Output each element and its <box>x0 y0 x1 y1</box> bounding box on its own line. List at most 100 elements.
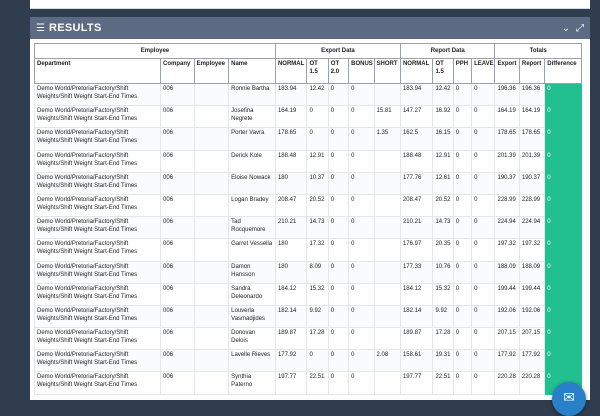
table-cell: Eloise Nowack <box>228 171 276 195</box>
table-cell: 006 <box>160 105 195 129</box>
column-header-employee-2[interactable]: Employee <box>193 58 230 84</box>
table-row[interactable]: Demo World/Pretoria/Factory/Shift Weight… <box>33 304 582 329</box>
table-cell <box>193 82 230 107</box>
column-header-difference-15[interactable]: Difference <box>544 58 582 84</box>
table-row[interactable]: Demo World/Pretoria/Factory/Shift Weight… <box>33 82 582 107</box>
table-cell: 177.92 <box>494 349 520 373</box>
table-cell: 0 <box>348 193 375 218</box>
collapse-chevron-icon[interactable]: ⌄ <box>561 22 570 34</box>
table-cell: 220.28 <box>494 371 520 395</box>
table-cell: 006 <box>160 304 195 329</box>
table-cell: 0 <box>327 282 350 306</box>
table-cell: 006 <box>160 349 195 373</box>
table-cell: Demo World/Pretoria/Factory/Shift Weight… <box>33 127 162 151</box>
column-header-ot-1-5-5[interactable]: OT 1.5 <box>306 58 329 84</box>
group-header-totals: Totals <box>494 43 582 59</box>
table-row[interactable]: Demo World/Pretoria/Factory/Shift Weight… <box>33 105 582 129</box>
previous-panel-edge <box>30 0 590 9</box>
table-cell: 0 <box>348 349 375 373</box>
table-cell: 0 <box>471 238 496 262</box>
column-header-report-14[interactable]: Report <box>518 58 546 84</box>
table-cell: 183.94 <box>274 82 308 107</box>
table-row[interactable]: Demo World/Pretoria/Factory/Shift Weight… <box>33 327 582 351</box>
column-header-company-1[interactable]: Company <box>160 58 195 84</box>
table-cell: 0 <box>471 327 496 351</box>
table-cell: 17.28 <box>432 327 454 351</box>
table-cell: 19.31 <box>432 349 454 373</box>
column-header-normal-4[interactable]: NORMAL <box>274 58 308 84</box>
table-cell <box>373 260 401 284</box>
table-cell <box>193 216 230 240</box>
table-cell: 180 <box>274 238 308 262</box>
table-cell: 20.52 <box>306 193 329 218</box>
group-header-row: Employee Export Data Report Data Totals <box>34 43 582 59</box>
difference-cell: 0 <box>544 260 582 284</box>
expand-icon[interactable]: ⤢ <box>576 22 584 34</box>
table-cell: 12.42 <box>306 82 329 107</box>
table-cell: Demo World/Pretoria/Factory/Shift Weight… <box>33 349 162 373</box>
table-cell: 15.32 <box>432 282 454 306</box>
column-header-ot-2-0-6[interactable]: OT 2.0 <box>327 58 350 84</box>
table-cell: 10.76 <box>432 260 454 284</box>
table-row[interactable]: Demo World/Pretoria/Factory/Shift Weight… <box>33 349 582 373</box>
table-cell: 228.99 <box>518 193 546 218</box>
table-cell: 0 <box>471 371 496 395</box>
table-cell <box>193 349 230 373</box>
table-row[interactable]: Demo World/Pretoria/Factory/Shift Weight… <box>33 260 582 284</box>
table-cell: 0 <box>348 304 375 329</box>
table-cell: 162.5 <box>399 127 434 151</box>
table-cell: 0 <box>471 304 496 329</box>
column-header-name-3[interactable]: Name <box>228 58 276 84</box>
table-cell: 0 <box>306 127 329 151</box>
table-cell <box>193 327 230 351</box>
column-header-ot-1-5-10[interactable]: OT 1.5 <box>432 58 454 84</box>
table-cell: 12.91 <box>306 149 329 173</box>
table-cell: 0 <box>348 216 375 240</box>
table-cell: 0 <box>471 349 496 373</box>
table-row[interactable]: Demo World/Pretoria/Factory/Shift Weight… <box>33 216 582 240</box>
table-cell: 0 <box>471 105 496 129</box>
table-cell: Demo World/Pretoria/Factory/Shift Weight… <box>33 238 162 262</box>
table-row[interactable]: Demo World/Pretoria/Factory/Shift Weight… <box>33 371 582 395</box>
table-cell: Demo World/Pretoria/Factory/Shift Weight… <box>33 282 162 306</box>
table-cell: 158.61 <box>399 349 434 373</box>
table-cell: 147.27 <box>399 105 434 129</box>
table-cell <box>373 171 401 195</box>
table-cell: 16.92 <box>432 105 454 129</box>
table-row[interactable]: Demo World/Pretoria/Factory/Shift Weight… <box>33 238 582 262</box>
table-cell: 0 <box>452 82 473 107</box>
table-row[interactable]: Demo World/Pretoria/Factory/Shift Weight… <box>33 149 582 173</box>
table-row[interactable]: Demo World/Pretoria/Factory/Shift Weight… <box>33 171 582 195</box>
table-cell: Demo World/Pretoria/Factory/Shift Weight… <box>33 327 162 351</box>
table-cell: 0 <box>327 149 350 173</box>
table-cell: 20.52 <box>432 193 454 218</box>
table-row[interactable]: Demo World/Pretoria/Factory/Shift Weight… <box>33 193 582 218</box>
table-cell: 9.92 <box>306 304 329 329</box>
table-cell <box>373 216 401 240</box>
difference-cell: 0 <box>544 171 582 195</box>
column-header-bonus-7[interactable]: BONUS <box>348 58 375 84</box>
table-cell <box>193 304 230 329</box>
table-cell: 9.92 <box>432 304 454 329</box>
table-cell: 17.28 <box>306 327 329 351</box>
column-header-export-13[interactable]: Export <box>494 58 520 84</box>
table-row[interactable]: Demo World/Pretoria/Factory/Shift Weight… <box>33 282 582 306</box>
column-header-leave-12[interactable]: LEAVE <box>471 58 496 84</box>
table-row[interactable]: Demo World/Pretoria/Factory/Shift Weight… <box>33 127 582 151</box>
table-cell: 0 <box>327 304 350 329</box>
column-header-short-8[interactable]: SHORT <box>373 58 401 84</box>
table-cell: 15.81 <box>373 105 401 129</box>
table-cell: 176.97 <box>399 238 434 262</box>
table-cell: 1.35 <box>373 127 401 151</box>
table-cell: 10.37 <box>306 171 329 195</box>
table-cell: Josefina Negrete <box>228 105 276 129</box>
table-cell: 0 <box>327 260 350 284</box>
column-header-pph-11[interactable]: PPH <box>452 58 473 84</box>
difference-cell: 0 <box>544 304 582 329</box>
column-header-normal-9[interactable]: NORMAL <box>399 58 434 84</box>
table-cell: Lavelle Rieves <box>228 349 276 373</box>
chat-fab-button[interactable]: ✉ <box>552 382 586 416</box>
column-header-department-0[interactable]: Department <box>33 58 162 84</box>
table-cell: 0 <box>327 127 350 151</box>
table-cell: Demo World/Pretoria/Factory/Shift Weight… <box>33 82 162 107</box>
